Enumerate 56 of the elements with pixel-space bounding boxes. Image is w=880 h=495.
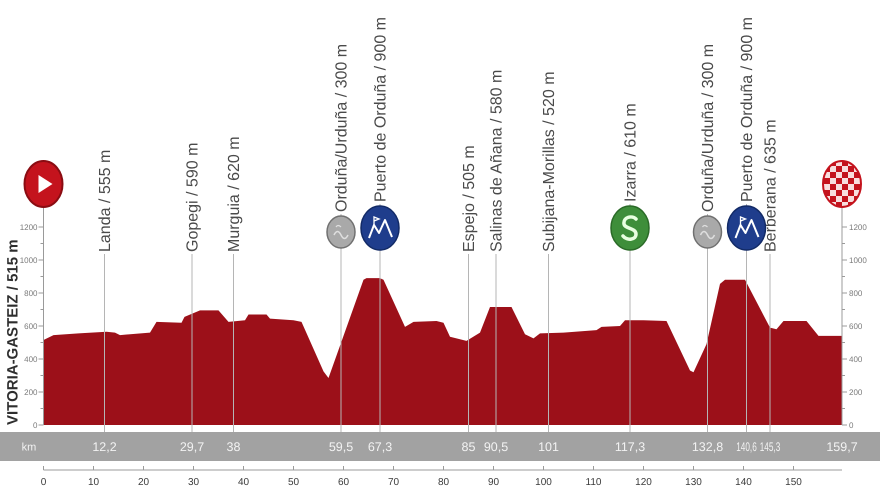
- x2-tick-label: 90,5: [484, 440, 508, 454]
- x-tick-label: 110: [586, 477, 602, 488]
- x-tick-label: 80: [438, 477, 450, 488]
- y-tick-label: 200: [24, 388, 38, 397]
- x2-axis-title: km: [22, 441, 36, 454]
- y-tick-label: 1000: [20, 256, 38, 265]
- ref-line-label: Puerto de Orduña / 900 m: [739, 17, 756, 202]
- ref-line-label: Murguia / 620 m: [226, 136, 244, 252]
- y-tick-label: 400: [24, 354, 38, 364]
- y-tick-label: 800: [24, 288, 38, 298]
- ref-line-label: Salinas de Añana / 580 m: [488, 70, 506, 252]
- y2-tick-label: 200: [849, 388, 863, 397]
- y2-tick-label: 1200: [849, 222, 868, 232]
- x-tick-label: 120: [635, 477, 652, 488]
- ref-line-label: Espejo / 505 m: [461, 145, 478, 252]
- x-tick-label: 130: [685, 477, 702, 488]
- x-tick-label: 20: [138, 477, 150, 488]
- y-tick-label: 0: [33, 420, 38, 430]
- x2-tick-label: 159,7: [826, 440, 858, 454]
- ref-line-label: Orduña/Urduña / 300 m: [700, 44, 718, 212]
- y-tick-label: 600: [24, 322, 38, 331]
- x2-tick-label: 85: [462, 440, 476, 454]
- x-tick-label: 10: [88, 477, 100, 488]
- x2-tick-label: 59,5: [328, 440, 354, 454]
- x-tick-label: 0: [40, 477, 47, 488]
- x-tick-label: 30: [188, 477, 200, 488]
- y2-tick-label: 1000: [849, 256, 868, 265]
- ref-line-label: Puerto de Orduña / 900 m: [372, 17, 390, 202]
- ref-line-label: Orduña/Urduña / 300 m: [334, 44, 351, 212]
- x2-tick-label: 12,2: [92, 440, 117, 454]
- ref-line-label: Gopegi / 590 m: [184, 142, 202, 252]
- text: VITORIA-GASTEIZ / 515 m: [4, 239, 22, 425]
- ref-line-label: Berberana / 635 m: [762, 119, 780, 252]
- x-tick-label: 40: [238, 477, 250, 488]
- x2-tick-label: 132,8: [692, 440, 724, 454]
- x-tick-label: 50: [288, 477, 300, 488]
- x2-tick-label: 101: [538, 440, 559, 454]
- ref-line-label: Izarra / 610 m: [622, 103, 640, 202]
- x-tick-label: 90: [488, 477, 500, 488]
- x2-tick-label: 29,7: [180, 440, 204, 454]
- x-tick-label: 60: [338, 477, 350, 488]
- x-tick-label: 100: [535, 477, 552, 488]
- x-tick-label: 70: [388, 477, 400, 488]
- x2-tick-label: 38: [226, 440, 240, 454]
- x2-tick-label: 117,3: [614, 440, 646, 454]
- y2-tick-label: 400: [849, 354, 863, 364]
- y2-tick-label: 800: [849, 288, 863, 298]
- x2-tick-label: 145,3: [760, 440, 792, 454]
- ref-line-label: Subijana-Morillas / 520 m: [541, 71, 558, 252]
- x2-tick-label: 67,3: [368, 440, 392, 454]
- x-tick-label: 150: [785, 477, 802, 488]
- ref-line-label: Landa / 555 m: [97, 150, 114, 252]
- y2-tick-label: 0: [849, 420, 854, 430]
- y-tick-label: 1200: [20, 222, 38, 232]
- y2-tick-label: 600: [849, 322, 863, 331]
- x-tick-label: 140: [735, 477, 752, 488]
